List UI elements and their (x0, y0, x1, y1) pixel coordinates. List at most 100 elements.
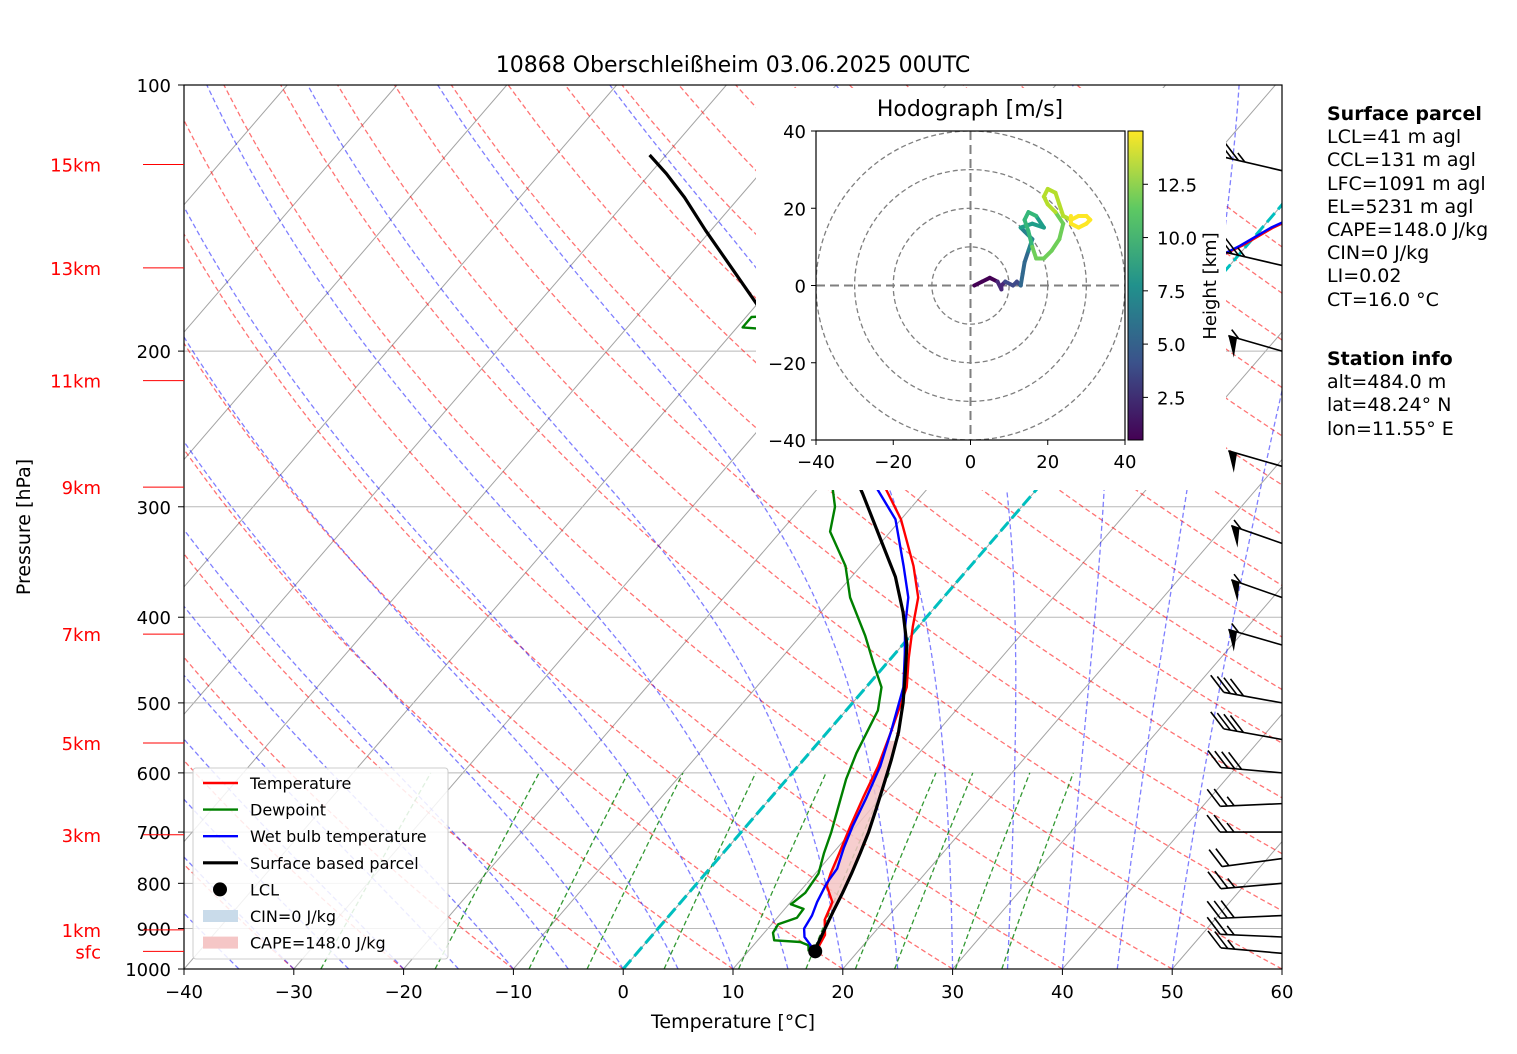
surface-parcel-line: LCL=41 m agl (1327, 126, 1462, 149)
x-axis-label: Temperature [°C] (650, 1011, 815, 1033)
wind-barb-full (1220, 900, 1235, 919)
wind-barb-full (1214, 750, 1229, 769)
height-label: 11km (50, 372, 101, 393)
wind-barb-full (1213, 900, 1228, 919)
hodograph: −40 −20 0 20 40 −40 −20 0 20 40 Hodograph [m/s] 2.5… (756, 88, 1226, 490)
legend-label: Dewpoint (250, 801, 326, 820)
dry-adiabat-line (184, 232, 953, 969)
wind-barb-full (1210, 711, 1225, 730)
wind-barb-staff (1225, 251, 1283, 267)
moist-adiabat-line (206, 85, 789, 969)
wind-barb-full (1207, 750, 1222, 768)
moist-adiabat-line (1171, 387, 1282, 969)
colorbar-tick-label: 10.0 (1157, 229, 1197, 250)
y-axis-label: Pressure [hPa] (13, 459, 35, 595)
dry-adiabat-line (184, 448, 734, 969)
wind-barb-full (1224, 237, 1240, 256)
mixing-ratio-line (854, 772, 937, 969)
wind-barb-half (1233, 519, 1242, 530)
moist-adiabat-line (184, 528, 569, 969)
legend-box (192, 767, 449, 960)
height-label: sfc (75, 942, 101, 963)
hodograph-x-tick-label: 20 (1036, 452, 1059, 473)
height-label: 15km (50, 155, 101, 176)
hodograph-trace-segment (1034, 213, 1046, 230)
x-tick-label: 30 (941, 982, 964, 1003)
wind-barb-half (1231, 622, 1240, 633)
wind-barb-full (1216, 712, 1231, 731)
wind-barb-staff (1223, 691, 1283, 704)
wind-barb-staff (1228, 334, 1283, 352)
x-tick-label: 40 (1051, 982, 1074, 1003)
x-tick-label: −10 (494, 982, 532, 1003)
wind-barb-flag (1228, 629, 1237, 652)
wind-barb-staff (1220, 766, 1283, 774)
hodograph-trace-segment (1053, 210, 1066, 226)
wind-barb-full (1223, 713, 1238, 732)
isotherm-line (184, 85, 617, 588)
wind-barb-full (1214, 870, 1229, 889)
wind-barb-staff (1223, 728, 1283, 741)
wind-barb-half (1226, 822, 1235, 833)
mixing-ratio-line (738, 772, 827, 969)
wind-barb-staff (1225, 156, 1283, 172)
colorbar-tick-label: 2.5 (1157, 388, 1186, 409)
wind-barb-full (1207, 871, 1222, 890)
isotherm-line (184, 85, 727, 716)
legend-label: CAPE=148.0 J/kg (250, 934, 386, 953)
height-label: 5km (62, 734, 101, 755)
legend-label: Surface based parcel (250, 854, 419, 873)
hodograph-trace-segment (1053, 190, 1062, 207)
hodograph-y-tick-label: 40 (783, 122, 806, 143)
wind-barb-full (1206, 916, 1221, 935)
moist-adiabat-line (184, 205, 734, 969)
moist-adiabat-line (184, 605, 514, 969)
wind-barb-half (1227, 878, 1236, 888)
x-tick-label: 10 (722, 982, 745, 1003)
wind-barb-full (1210, 674, 1225, 693)
wind-barb-full (1221, 751, 1236, 770)
x-tick-label: −40 (165, 982, 203, 1003)
wind-barb (1206, 788, 1283, 808)
y-tick-label: 800 (137, 874, 171, 895)
wind-barb-full (1213, 917, 1228, 936)
surface-parcel-line: LFC=1091 m agl (1327, 172, 1486, 195)
wind-barb-full (1213, 788, 1228, 807)
wind-barb-full (1216, 675, 1231, 694)
wind-barb-full (1206, 900, 1221, 919)
wind-barb-staff (1222, 857, 1283, 868)
hodograph-y-tick-label: −40 (768, 431, 806, 452)
zero-isotherm-line (622, 202, 1282, 969)
height-label: 3km (62, 826, 101, 847)
wind-barb (1207, 870, 1283, 890)
wind-barb-half (1237, 247, 1246, 258)
wind-barb-full (1223, 677, 1238, 696)
wind-barb (1206, 900, 1283, 920)
y-tick-label: 1000 (125, 960, 171, 981)
moist-adiabat-line (184, 674, 459, 969)
wind-barb-flag (1231, 579, 1240, 602)
wind-barb-staff (1228, 450, 1283, 468)
hodograph-x-tick-label: −40 (797, 452, 835, 473)
hodograph-trace-segment (1057, 202, 1066, 218)
mixing-ratio-line (663, 772, 757, 969)
x-tick-label: −20 (385, 982, 423, 1003)
x-tick-label: 0 (617, 982, 628, 1003)
height-label: 13km (50, 259, 101, 280)
wind-barb-full (1229, 714, 1245, 733)
y-tick-label: 300 (137, 498, 171, 519)
y-tick-label: 400 (137, 608, 171, 629)
wind-barb (1228, 622, 1283, 652)
colorbar-tick-label: 12.5 (1157, 175, 1197, 196)
wind-barb-staff (1220, 802, 1283, 808)
mixing-ratio-line (893, 772, 974, 969)
hodograph-trace-segment (1022, 248, 1031, 265)
cape-area (826, 740, 897, 911)
station-info-line: lat=48.24° N (1327, 394, 1452, 417)
wind-barb (1207, 930, 1283, 955)
wind-barb (1206, 916, 1283, 938)
wind-barb-full (1227, 751, 1243, 770)
mixing-ratio-line (954, 772, 1031, 969)
surface-parcel-line: CCL=131 m agl (1327, 149, 1476, 172)
